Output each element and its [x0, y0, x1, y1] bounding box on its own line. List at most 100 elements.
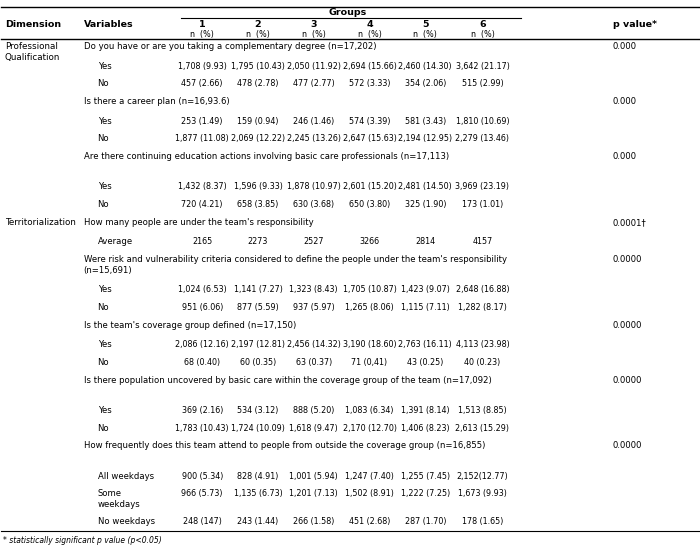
Text: 572 (3.33): 572 (3.33) [349, 79, 391, 89]
Text: 4,113 (23.98): 4,113 (23.98) [456, 340, 510, 349]
Text: 1,724 (10.09): 1,724 (10.09) [231, 424, 285, 433]
Text: 1,673 (9.93): 1,673 (9.93) [458, 490, 507, 499]
Text: 43 (0.25): 43 (0.25) [407, 358, 444, 367]
Text: Average: Average [97, 237, 133, 246]
Text: Professional
Qualification: Professional Qualification [5, 42, 60, 62]
Text: 253 (1.49): 253 (1.49) [181, 117, 223, 126]
Text: 266 (1.58): 266 (1.58) [293, 517, 335, 526]
Text: 477 (2.77): 477 (2.77) [293, 79, 335, 89]
Text: No weekdays: No weekdays [97, 517, 155, 526]
Text: 1,135 (6.73): 1,135 (6.73) [234, 490, 282, 499]
Text: 1,265 (8.06): 1,265 (8.06) [345, 303, 394, 312]
Text: 0.0000: 0.0000 [613, 442, 643, 451]
Text: 1,391 (8.14): 1,391 (8.14) [401, 406, 449, 415]
Text: 287 (1.70): 287 (1.70) [405, 517, 446, 526]
Text: n  (%): n (%) [414, 30, 438, 38]
Text: 2,050 (11.92): 2,050 (11.92) [287, 62, 341, 71]
Text: 1,708 (9.93): 1,708 (9.93) [178, 62, 227, 71]
Text: Were risk and vulnerability criteria considered to define the people under the t: Were risk and vulnerability criteria con… [84, 255, 507, 275]
Text: 1,878 (10.97): 1,878 (10.97) [287, 182, 341, 192]
Text: 1,423 (9.07): 1,423 (9.07) [401, 285, 449, 294]
Text: 1,783 (10.43): 1,783 (10.43) [176, 424, 229, 433]
Text: 4157: 4157 [473, 237, 493, 246]
Text: 71 (0,41): 71 (0,41) [351, 358, 388, 367]
Text: 937 (5.97): 937 (5.97) [293, 303, 335, 312]
Text: 1,282 (8.17): 1,282 (8.17) [458, 303, 507, 312]
Text: Yes: Yes [97, 285, 111, 294]
Text: 630 (3.68): 630 (3.68) [293, 200, 335, 209]
Text: 1,201 (7.13): 1,201 (7.13) [289, 490, 338, 499]
Text: 63 (0.37): 63 (0.37) [295, 358, 332, 367]
Text: 246 (1.46): 246 (1.46) [293, 117, 335, 126]
Text: 3,642 (21.17): 3,642 (21.17) [456, 62, 510, 71]
Text: * statistically significant p value (p<0.05): * statistically significant p value (p<0… [3, 536, 162, 545]
Text: 0.0000: 0.0000 [613, 376, 643, 385]
Text: 4: 4 [366, 20, 373, 29]
Text: 2,456 (14.32): 2,456 (14.32) [287, 340, 341, 349]
Text: 3,969 (23.19): 3,969 (23.19) [456, 182, 510, 192]
Text: Dimension: Dimension [5, 20, 61, 29]
Text: 354 (2.06): 354 (2.06) [405, 79, 446, 89]
Text: Some
weekdays: Some weekdays [97, 490, 141, 510]
Text: 2,086 (12.16): 2,086 (12.16) [175, 340, 229, 349]
Text: Variables: Variables [84, 20, 133, 29]
Text: Yes: Yes [97, 117, 111, 126]
Text: No: No [97, 200, 109, 209]
Text: 2,648 (16.88): 2,648 (16.88) [456, 285, 510, 294]
Text: 178 (1.65): 178 (1.65) [462, 517, 503, 526]
Text: 2273: 2273 [248, 237, 268, 246]
Text: 515 (2.99): 515 (2.99) [461, 79, 503, 89]
Text: 1,255 (7.45): 1,255 (7.45) [400, 472, 450, 481]
Text: 658 (3.85): 658 (3.85) [237, 200, 279, 209]
Text: 1,406 (8.23): 1,406 (8.23) [401, 424, 449, 433]
Text: 0.0001†: 0.0001† [613, 218, 647, 227]
Text: n  (%): n (%) [246, 30, 270, 38]
Text: 451 (2.68): 451 (2.68) [349, 517, 390, 526]
Text: Is there population uncovered by basic care within the coverage group of the tea: Is there population uncovered by basic c… [84, 376, 491, 385]
Text: 1,618 (9.47): 1,618 (9.47) [289, 424, 338, 433]
Text: No: No [97, 134, 109, 144]
Text: 1,115 (7.11): 1,115 (7.11) [401, 303, 449, 312]
Text: 0.0000: 0.0000 [613, 255, 643, 264]
Text: 248 (147): 248 (147) [183, 517, 222, 526]
Text: 159 (0.94): 159 (0.94) [237, 117, 279, 126]
Text: 0.0000: 0.0000 [613, 321, 643, 330]
Text: 457 (2.66): 457 (2.66) [181, 79, 223, 89]
Text: 828 (4.91): 828 (4.91) [237, 472, 279, 481]
Text: 2814: 2814 [415, 237, 435, 246]
Text: 1,810 (10.69): 1,810 (10.69) [456, 117, 510, 126]
Text: No: No [97, 358, 109, 367]
Text: Yes: Yes [97, 406, 111, 415]
Text: 2,152(12.77): 2,152(12.77) [456, 472, 508, 481]
Text: 1,001 (5.94): 1,001 (5.94) [289, 472, 338, 481]
Text: No: No [97, 79, 109, 89]
Text: 6: 6 [480, 20, 486, 29]
Text: 1,502 (8.91): 1,502 (8.91) [345, 490, 394, 499]
Text: Is the team's coverage group defined (n=17,150): Is the team's coverage group defined (n=… [84, 321, 296, 330]
Text: 2,763 (16.11): 2,763 (16.11) [398, 340, 452, 349]
Text: No: No [97, 424, 109, 433]
Text: 369 (2.16): 369 (2.16) [181, 406, 223, 415]
Text: 1,141 (7.27): 1,141 (7.27) [234, 285, 282, 294]
Text: 877 (5.59): 877 (5.59) [237, 303, 279, 312]
Text: 2,197 (12.81): 2,197 (12.81) [231, 340, 285, 349]
Text: 1,083 (6.34): 1,083 (6.34) [345, 406, 394, 415]
Text: 951 (6.06): 951 (6.06) [181, 303, 223, 312]
Text: 2: 2 [255, 20, 261, 29]
Text: Yes: Yes [97, 340, 111, 349]
Text: 325 (1.90): 325 (1.90) [405, 200, 446, 209]
Text: All weekdays: All weekdays [97, 472, 154, 481]
Text: 574 (3.39): 574 (3.39) [349, 117, 391, 126]
Text: Groups: Groups [328, 8, 367, 17]
Text: 0.000: 0.000 [613, 97, 637, 106]
Text: 243 (1.44): 243 (1.44) [237, 517, 279, 526]
Text: 720 (4.21): 720 (4.21) [181, 200, 223, 209]
Text: p value*: p value* [613, 20, 657, 29]
Text: 2,279 (13.46): 2,279 (13.46) [456, 134, 510, 144]
Text: n  (%): n (%) [470, 30, 494, 38]
Text: 650 (3.80): 650 (3.80) [349, 200, 390, 209]
Text: 900 (5.34): 900 (5.34) [181, 472, 223, 481]
Text: 2,647 (15.63): 2,647 (15.63) [342, 134, 396, 144]
Text: n  (%): n (%) [190, 30, 214, 38]
Text: n  (%): n (%) [302, 30, 326, 38]
